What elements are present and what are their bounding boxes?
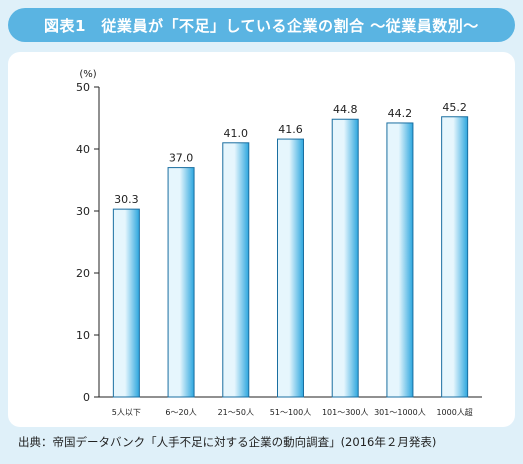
bar — [386, 122, 414, 398]
x-tick-label: 6～20人 — [165, 408, 196, 417]
data-label: 44.2 — [388, 107, 413, 120]
bar — [331, 118, 359, 398]
data-label: 30.3 — [114, 193, 139, 206]
source-note: 出典：帝国データバンク「人手不足に対する企業の動向調査」(2016年２月発表) — [18, 435, 437, 449]
y-tick-label: 10 — [76, 329, 90, 342]
bar — [277, 138, 304, 398]
bar — [441, 116, 469, 398]
x-tick-label: 1000人超 — [436, 407, 472, 417]
bar — [222, 142, 250, 398]
bar-chart: (%) 0 10 20 30 40 50 30.3 5人以下 37.0 6～20人 41.0 21～… — [76, 69, 482, 417]
x-tick-label: 301～1000人 — [374, 408, 426, 417]
data-label: 45.2 — [442, 101, 467, 114]
x-tick-label: 5人以下 — [112, 408, 141, 417]
x-tick-label: 51～100人 — [270, 408, 311, 417]
data-label: 41.0 — [224, 127, 249, 140]
bar — [112, 208, 140, 398]
y-tick-label: 30 — [76, 205, 90, 218]
y-axis-unit: (%) — [79, 69, 96, 80]
y-tick-label: 20 — [76, 267, 90, 280]
chart-panel — [8, 52, 515, 427]
data-label: 44.8 — [333, 103, 358, 116]
bar — [167, 167, 195, 398]
x-tick-label: 101～300人 — [322, 408, 369, 417]
y-tick-label: 0 — [83, 391, 90, 404]
chart-title-bar: 図表1 従業員が「不足」している企業の割合 ～従業員数別～ — [8, 8, 515, 42]
data-label: 41.6 — [278, 123, 303, 136]
x-tick-label: 21～50人 — [218, 408, 254, 417]
data-label: 37.0 — [169, 152, 194, 165]
y-tick-label: 50 — [76, 81, 90, 94]
chart-title: 図表1 従業員が「不足」している企業の割合 ～従業員数別～ — [44, 16, 479, 35]
y-tick-label: 40 — [76, 143, 90, 156]
